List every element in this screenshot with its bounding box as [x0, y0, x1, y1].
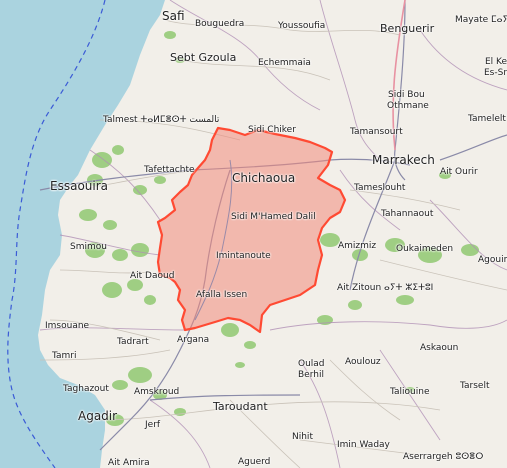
label-talioune: Taliouine — [390, 387, 430, 397]
label-ait-daoud: Ait Daoud — [130, 271, 175, 281]
label-amskroud: Amskroud — [134, 387, 180, 397]
label-ait-ourir: Ait Ourir — [440, 167, 478, 177]
label-echemmaia: Echemmaia — [258, 58, 311, 68]
label-askaoun: Askaoun — [420, 343, 459, 353]
label-smimou: Smimou — [70, 242, 107, 252]
label-tameslouht: Tameslouht — [354, 183, 406, 193]
road-through-region — [194, 159, 233, 321]
label-es-sraf: Es-Sraf — [484, 68, 507, 78]
label-sidi-chiker: Sidi Chiker — [248, 125, 296, 135]
label-aguerd: Aguerd — [238, 457, 271, 467]
label-el-kel: El Kel — [485, 57, 507, 67]
selected-region[interactable] — [156, 126, 347, 334]
maritime-boundary — [7, 0, 106, 468]
label-essaouira: Essaouira — [50, 179, 109, 193]
label-taroudant: Taroudant — [213, 400, 268, 413]
atlantic-ocean — [0, 0, 165, 468]
label-taghazout: Taghazout — [63, 384, 109, 394]
label-tamansourt: Tamansourt — [350, 127, 403, 137]
label-ait-zitoun: Ait Zitoun ⴰⵢⵜ ⵣⵉⵜⵓⵏ — [337, 283, 434, 293]
label-agouim: Agouim — [478, 255, 507, 265]
label-marrakech: Marrakech — [372, 153, 435, 167]
label-sidi-bou-othmane-2: Othmane — [387, 101, 429, 111]
label-agadir: Agadir — [78, 409, 118, 423]
label-oulad-berhil-1: Oulad — [298, 359, 325, 369]
label-benguerir: Benguerir — [380, 22, 435, 35]
label-imsouane: Imsouane — [45, 321, 90, 331]
label-sebt-gzoula: Sebt Gzoula — [170, 51, 237, 64]
label-amizmiz: Amizmiz — [338, 241, 377, 251]
label-youssoufia: Youssoufia — [278, 21, 326, 31]
roads-highway — [392, 0, 406, 151]
label-chichaoua: Chichaoua — [232, 171, 296, 185]
label-talmest: Talmest ⵜⴰⵍⵎⴻⵙⵜ تالمست — [103, 115, 220, 125]
label-nihit: Nihit — [292, 432, 313, 442]
label-tarselt: Tarselt — [460, 381, 490, 391]
label-sidi-bou-othmane-1: Sidi Bou — [388, 90, 425, 100]
forest-areas — [79, 31, 479, 426]
label-oukaimeden: Oukaimeden — [396, 244, 454, 254]
label-ait-amira: Ait Amira — [108, 458, 150, 468]
label-bouguedra: Bouguedra — [195, 19, 245, 29]
label-oulad-berhil-2: Berhil — [298, 370, 324, 380]
label-aoulouz: Aoulouz — [345, 357, 381, 367]
label-imin-waday: Imin Waday — [337, 440, 390, 450]
label-tahannaout: Tahannaout — [381, 209, 434, 219]
label-sidi-mhamed-dalil: Sidi M'Hamed Dalil — [231, 212, 316, 222]
label-tafettachte: Tafettachte — [144, 165, 195, 175]
label-afalla-issen: Afalla Issen — [196, 290, 248, 300]
label-mayate: Mayate ⵎⴰⵢⴰⵜ — [455, 15, 507, 25]
label-jerf: Jerf — [145, 420, 161, 430]
label-tamri: Tamri — [52, 351, 77, 361]
admin-boundaries — [39, 0, 507, 468]
label-tamelelt: Tamelelt — [468, 114, 506, 124]
label-tadrart: Tadrart — [117, 337, 149, 347]
label-safi: Safi — [162, 9, 185, 23]
label-argana: Argana — [177, 335, 210, 345]
label-asserrageh: Aserrargeh ⵓⵙⴻⵔ — [403, 452, 484, 462]
label-imintanoute: Imintanoute — [216, 251, 271, 261]
